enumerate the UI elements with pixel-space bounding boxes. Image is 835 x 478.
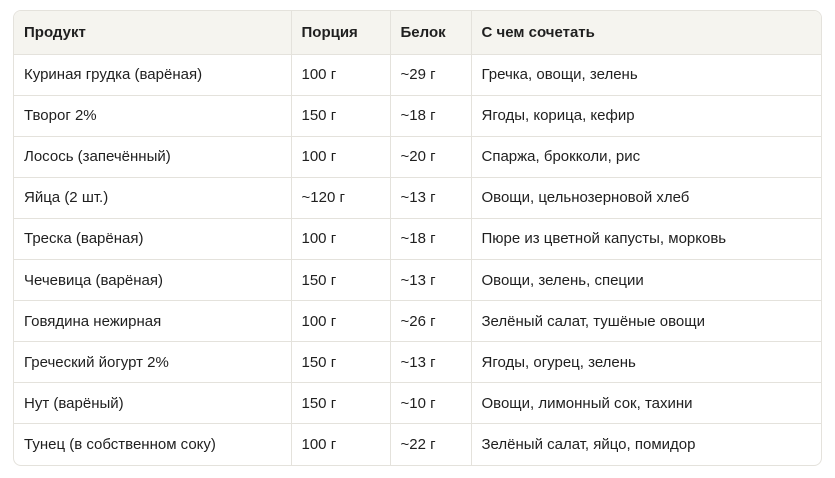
cell-portion: 150 г xyxy=(290,341,390,384)
table-row: Творог 2% 150 г ~18 г Ягоды, корица, кеф… xyxy=(14,95,821,137)
cell-protein: ~13 г xyxy=(389,259,471,302)
cell-product: Треска (варёная) xyxy=(14,218,291,260)
cell-product: Чечевица (варёная) xyxy=(14,259,291,302)
cell-portion: 100 г xyxy=(290,423,390,465)
cell-protein: ~13 г xyxy=(389,341,471,384)
cell-product: Нут (варёный) xyxy=(14,382,291,425)
cell-pairing: Овощи, цельнозерновой хлеб xyxy=(470,177,821,219)
cell-pairing: Зелёный салат, яйцо, помидор xyxy=(470,423,821,465)
table-row: Говядина нежирная 100 г ~26 г Зелёный са… xyxy=(14,300,821,343)
table-row: Нут (варёный) 150 г ~10 г Овощи, лимонны… xyxy=(14,382,821,425)
cell-portion: ~120 г xyxy=(290,177,390,219)
cell-product: Яйца (2 шт.) xyxy=(14,177,291,219)
table-row: Куриная грудка (варёная) 100 г ~29 г Гре… xyxy=(14,54,821,96)
cell-product: Говядина нежирная xyxy=(14,300,291,343)
table-row: Тунец (в собственном соку) 100 г ~22 г З… xyxy=(14,423,821,465)
cell-protein: ~20 г xyxy=(389,136,471,178)
table-header-row: Продукт Порция Белок С чем сочетать xyxy=(14,11,821,55)
cell-product: Творог 2% xyxy=(14,95,291,137)
cell-portion: 100 г xyxy=(290,218,390,260)
cell-pairing: Пюре из цветной капусты, морковь xyxy=(470,218,821,260)
cell-pairing: Ягоды, огурец, зелень xyxy=(470,341,821,384)
protein-table-container: Продукт Порция Белок С чем сочетать Кури… xyxy=(13,10,822,466)
cell-product: Тунец (в собственном соку) xyxy=(24,436,216,454)
cell-pairing: Овощи, лимонный сок, тахини xyxy=(470,382,821,425)
cell-protein: ~10 г xyxy=(389,382,471,425)
table-row: Чечевица (варёная) 150 г ~13 г Овощи, зе… xyxy=(14,259,821,302)
table-row: Треска (варёная) 100 г ~18 г Пюре из цве… xyxy=(14,218,821,260)
cell-portion: 150 г xyxy=(290,259,390,302)
cell-portion: 100 г xyxy=(290,136,390,178)
header-protein: Белок xyxy=(389,11,471,55)
cell-portion: 150 г xyxy=(290,95,390,137)
cell-product: Лосось (запечённый) xyxy=(14,136,291,178)
cell-product: Греческий йогурт 2% xyxy=(14,341,291,384)
header-product: Продукт xyxy=(14,11,291,55)
cell-pairing: Ягоды, корица, кефир xyxy=(470,95,821,137)
cell-protein: ~13 г xyxy=(389,177,471,219)
header-portion: Порция xyxy=(290,11,390,55)
cell-protein: ~22 г xyxy=(389,423,471,465)
table-row: Греческий йогурт 2% 150 г ~13 г Ягоды, о… xyxy=(14,341,821,384)
cell-protein: ~29 г xyxy=(389,54,471,96)
cell-portion: 100 г xyxy=(290,54,390,96)
cell-pairing: Гречка, овощи, зелень xyxy=(470,54,821,96)
cell-protein: ~18 г xyxy=(389,218,471,260)
protein-table: Продукт Порция Белок С чем сочетать Кури… xyxy=(14,11,821,465)
cell-protein: ~26 г xyxy=(389,300,471,343)
cell-portion: 100 г xyxy=(290,300,390,343)
header-pairing: С чем сочетать xyxy=(470,11,821,55)
cell-pairing: Овощи, зелень, специи xyxy=(470,259,821,302)
cell-pairing: Спаржа, брокколи, рис xyxy=(470,136,821,178)
cell-portion: 150 г xyxy=(290,382,390,425)
table-row: Лосось (запечённый) 100 г ~20 г Спаржа, … xyxy=(14,136,821,178)
table-row: Яйца (2 шт.) ~120 г ~13 г Овощи, цельноз… xyxy=(14,177,821,219)
cell-pairing: Зелёный салат, тушёные овощи xyxy=(470,300,821,343)
cell-product: Куриная грудка (варёная) xyxy=(14,54,291,96)
cell-protein: ~18 г xyxy=(389,95,471,137)
